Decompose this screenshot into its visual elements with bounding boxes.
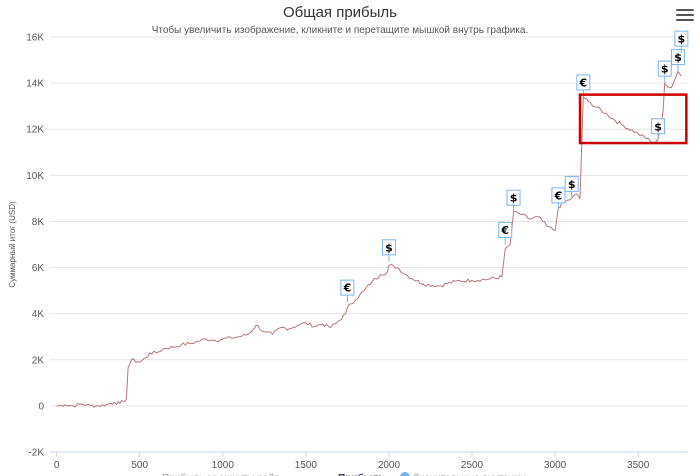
y-tick-label: 6K bbox=[32, 263, 45, 274]
flag-label: $ bbox=[568, 178, 576, 191]
y-tick-label: 10K bbox=[26, 171, 44, 182]
flag-label: € bbox=[500, 224, 509, 237]
legend-label: Прибыль за минуты рейт... bbox=[162, 472, 286, 476]
menu-icon bbox=[676, 8, 694, 11]
legend-label: Значительные внутримн... bbox=[413, 473, 535, 476]
flag-label: $ bbox=[661, 63, 669, 76]
x-tick-label: 2500 bbox=[461, 460, 484, 471]
flag-marker[interactable]: $ bbox=[651, 118, 666, 141]
flag-marker[interactable]: $ bbox=[506, 189, 521, 213]
flag-marker[interactable]: $ bbox=[671, 49, 686, 72]
flag-label: € bbox=[343, 282, 352, 295]
flag-marker[interactable]: $ bbox=[674, 30, 689, 54]
y-tick-label: 4K bbox=[32, 309, 45, 320]
legend-item[interactable]: Прибыль за минуты рейт... bbox=[162, 472, 286, 476]
chart-subtitle: Чтобы увеличить изображение, кликните и … bbox=[151, 25, 529, 36]
series-line-profit[interactable] bbox=[56, 71, 682, 408]
flag-marker[interactable]: $ bbox=[657, 60, 672, 84]
x-tick-label: 1500 bbox=[295, 460, 318, 471]
flag-label: € bbox=[554, 189, 563, 202]
legend-item[interactable]: Значительные внутримн... bbox=[400, 472, 535, 476]
y-tick-label: 12K bbox=[26, 125, 44, 136]
flag-marker[interactable]: € bbox=[551, 187, 566, 210]
flag-label: $ bbox=[510, 192, 518, 205]
x-tick-label: 0 bbox=[54, 460, 60, 471]
legend-item[interactable]: Прибыль bbox=[314, 472, 385, 476]
flag-marker[interactable]: $ bbox=[381, 239, 396, 262]
chart-title: Общая прибыль bbox=[282, 4, 398, 21]
highlight-box bbox=[578, 93, 688, 145]
x-tick-label: 2000 bbox=[378, 460, 401, 471]
flag-label: $ bbox=[654, 120, 662, 133]
y-tick-label: 2K bbox=[32, 355, 45, 366]
flag-marker[interactable]: $ bbox=[564, 175, 579, 199]
y-tick-label: 0 bbox=[38, 401, 44, 412]
flag-label: $ bbox=[385, 241, 393, 254]
y-tick-label: 14K bbox=[26, 79, 44, 90]
flag-marker[interactable]: € bbox=[340, 279, 355, 303]
x-tick-label: 3500 bbox=[627, 460, 650, 471]
flag-marker[interactable]: € bbox=[498, 222, 513, 245]
y-tick-label: 8K bbox=[32, 217, 45, 228]
x-tick-label: 500 bbox=[131, 460, 148, 471]
y-tick-label: -2K bbox=[28, 448, 44, 459]
flag-label: € bbox=[579, 76, 588, 89]
chart-menu-button[interactable] bbox=[676, 6, 694, 22]
flag-label: $ bbox=[678, 33, 686, 46]
x-tick-label: 1000 bbox=[212, 460, 235, 471]
x-tick-label: 3000 bbox=[544, 460, 567, 471]
y-axis-title: Суммарный итог (USD) bbox=[8, 201, 17, 288]
legend-label: Прибыль bbox=[338, 472, 385, 476]
y-tick-label: 16K bbox=[26, 33, 44, 44]
flag-label: $ bbox=[674, 51, 682, 64]
